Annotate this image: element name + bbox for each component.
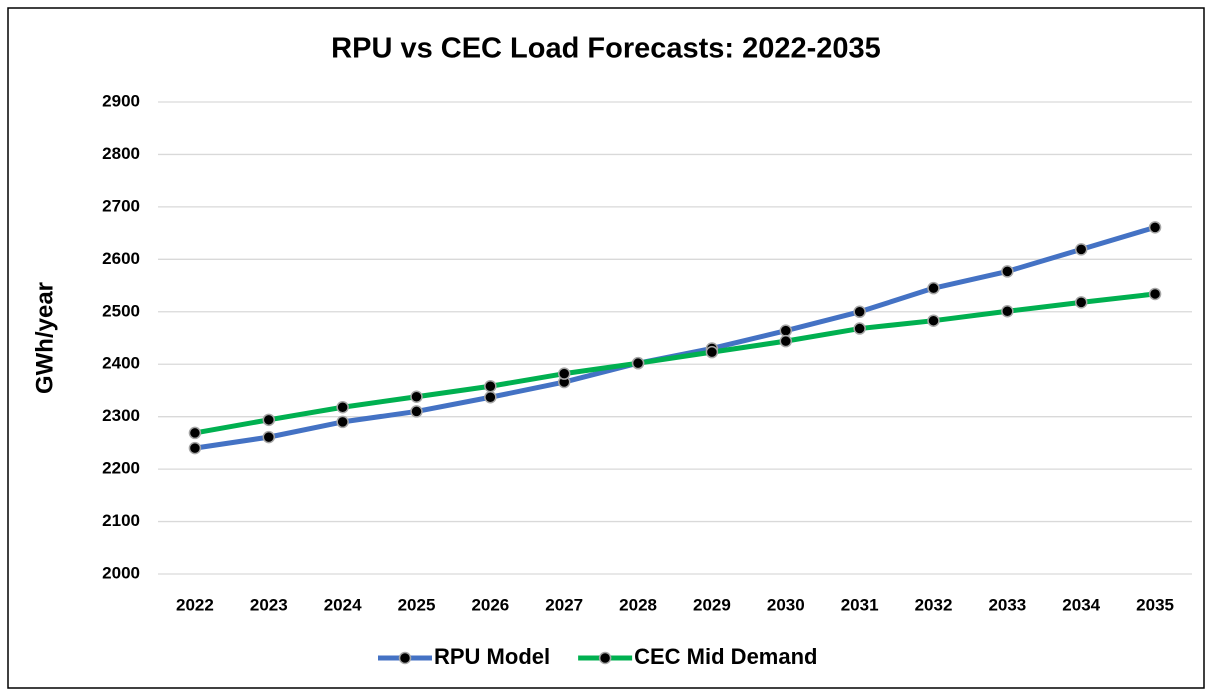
point-marker [484,379,497,393]
x-tick-label: 2032 [915,595,953,614]
x-tick-label: 2024 [324,595,362,614]
chart-title: RPU vs CEC Load Forecasts: 2022-2035 [331,33,881,65]
point-marker [853,305,866,319]
x-tick-label: 2035 [1136,595,1174,614]
y-tick-label: 2300 [102,406,140,425]
point-marker [557,367,571,380]
point-marker [410,405,423,418]
x-tick-label: 2030 [767,595,805,614]
x-tick-label: 2023 [250,595,288,614]
x-tick-label: 2027 [545,595,583,614]
y-tick-label: 2200 [102,459,140,478]
legend-label: RPU Model [434,644,550,669]
point-marker [779,324,793,337]
y-tick-label: 2500 [102,301,140,320]
y-tick-label: 2000 [102,563,140,582]
point-marker [1001,305,1014,318]
y-tick-label: 2400 [102,354,140,373]
point-marker [927,281,940,295]
x-tick-label: 2034 [1062,595,1100,614]
point-marker [705,345,719,359]
point-marker [188,426,202,440]
point-marker [1148,221,1162,234]
point-marker [779,334,793,348]
y-tick-label: 2900 [102,91,140,110]
y-tick-label: 2100 [102,511,140,530]
point-marker [336,400,349,414]
point-marker [631,356,645,370]
y-tick-label: 2700 [102,196,140,215]
x-tick-label: 2031 [841,595,879,614]
x-tick-label: 2033 [988,595,1026,614]
legend-marker [598,651,612,665]
x-tick-label: 2022 [176,595,214,614]
point-marker [853,322,866,335]
point-marker [484,391,497,404]
x-tick-label: 2028 [619,595,657,614]
point-marker [1148,287,1162,301]
legend-label: CEC Mid Demand [634,644,817,669]
x-tick-label: 2026 [471,595,509,614]
point-marker [1001,265,1014,278]
y-axis-label: GWh/year [31,282,58,394]
chart-border [7,7,1205,689]
legend-marker [398,651,412,665]
point-marker [927,314,940,327]
point-marker [262,430,276,444]
point-marker [336,415,349,429]
point-marker [262,413,276,427]
point-marker [1074,243,1088,256]
point-marker [188,441,202,455]
y-tick-label: 2800 [102,144,140,163]
point-marker [1074,296,1088,309]
x-tick-label: 2025 [398,595,436,614]
series-line [194,291,1156,436]
point-marker [410,390,423,403]
y-tick-label: 2600 [102,249,140,268]
x-tick-label: 2029 [693,595,731,614]
